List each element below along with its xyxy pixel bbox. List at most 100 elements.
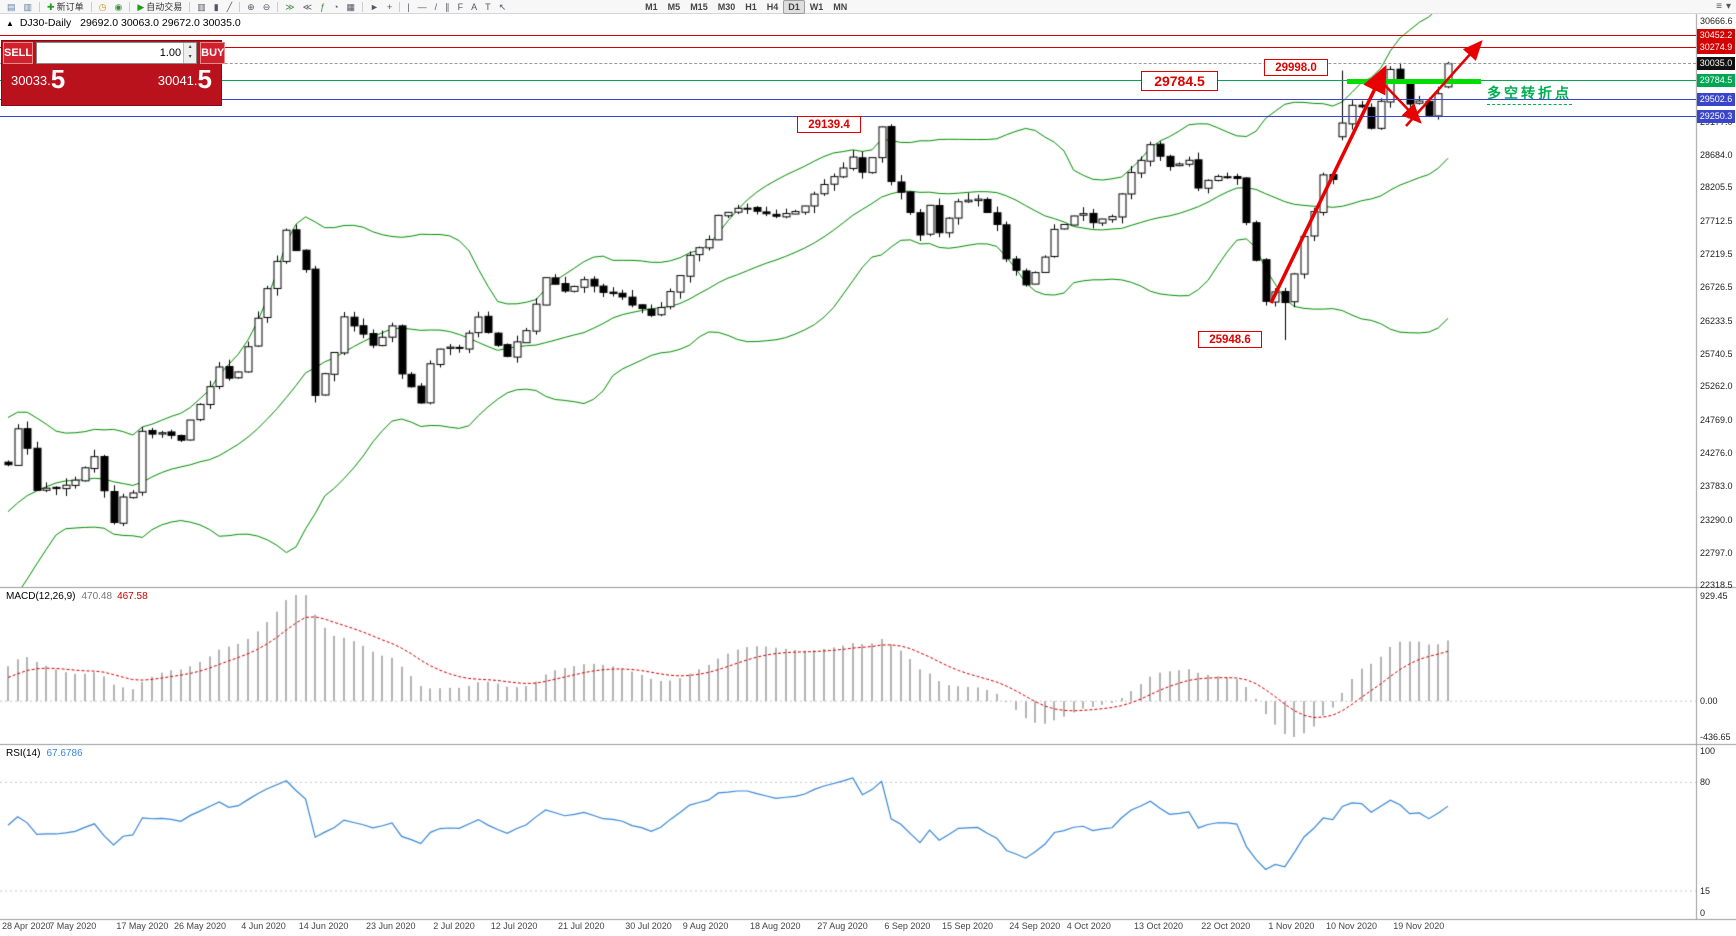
collapse-triangle-icon[interactable]: ▲ xyxy=(6,19,14,28)
cursor-button[interactable]: ► xyxy=(366,0,383,14)
timeframe-w1-button[interactable]: W1 xyxy=(809,1,824,12)
timeframe-m15-button[interactable]: M15 xyxy=(690,1,708,12)
timeframe-m30-button[interactable]: M30 xyxy=(717,1,736,12)
bar-chart-button[interactable]: ▥ xyxy=(193,0,210,14)
price-axis-label: 27219.5 xyxy=(1700,249,1733,260)
date-label: 4 Jun 2020 xyxy=(241,921,286,931)
new-order-icon: ✚ xyxy=(47,1,55,12)
line-chart-button[interactable]: ╱ xyxy=(223,0,236,14)
zoom-out-button[interactable]: ⊖ xyxy=(259,0,275,14)
new-order-button[interactable]: ✚ 新订单 xyxy=(43,0,88,14)
channel-button[interactable]: ∥ xyxy=(441,0,454,14)
date-label: 17 May 2020 xyxy=(116,921,169,931)
auto-trading-button[interactable]: ▶ 自动交易 xyxy=(133,0,186,14)
date-label: 9 Aug 2020 xyxy=(682,921,729,931)
buy-button[interactable]: BUY xyxy=(200,42,226,64)
date-label: 22 Oct 2020 xyxy=(1201,921,1251,931)
periods-icon: ◔ xyxy=(333,1,339,12)
arrows-icon: ↖ xyxy=(498,1,507,12)
price-badge-30274.9: 30274.9 xyxy=(1697,40,1735,54)
date-label: 26 May 2020 xyxy=(174,921,227,931)
text-button[interactable]: A xyxy=(467,0,481,14)
new-chart-icon: ▤ xyxy=(7,1,16,12)
volume-stepper: ▴ ▾ xyxy=(36,42,198,64)
window-list-icon[interactable]: ≡ xyxy=(1716,1,1722,12)
auto-trading-button-label: 自动交易 xyxy=(146,2,183,12)
templates-icon: ▦ xyxy=(346,1,356,12)
trendline-icon: / xyxy=(434,1,438,12)
volume-input[interactable] xyxy=(37,43,184,63)
one-click-trading-panel: SELL ▴ ▾ BUY 30033.5 30041.5 xyxy=(2,41,226,105)
horizontal-line-button[interactable]: — xyxy=(414,0,431,14)
volume-up-button[interactable]: ▴ xyxy=(184,43,197,53)
label-button[interactable]: T xyxy=(481,0,495,14)
vertical-line-button[interactable]: | xyxy=(403,0,413,14)
turning-point-label[interactable]: 多空转折点 xyxy=(1487,83,1572,105)
date-label: 28 Apr 2020 xyxy=(2,921,51,931)
date-label: 6 Sep 2020 xyxy=(884,921,931,931)
new-chart-button[interactable]: ▤ xyxy=(3,0,20,14)
timeframe-h4-button[interactable]: H4 xyxy=(766,1,779,12)
toolbar-separator xyxy=(362,1,364,12)
price-badge-29250.3: 29250.3 xyxy=(1697,110,1735,124)
crosshair-button[interactable]: + xyxy=(383,0,396,14)
global-search-button[interactable]: ◉ xyxy=(110,0,126,14)
fibonacci-button[interactable]: F xyxy=(454,0,468,14)
arrows-button[interactable]: ↖ xyxy=(495,0,511,14)
timeframe-mn-button[interactable]: MN xyxy=(833,1,848,12)
toolbar-separator xyxy=(189,1,191,12)
zoom-in-button[interactable]: ⊕ xyxy=(243,0,259,14)
macd-label: MACD(12,26,9) 470.48 467.58 xyxy=(6,591,148,602)
price-annotation-box[interactable]: 25948.6 xyxy=(1198,331,1262,348)
zoom-in-icon: ⊕ xyxy=(247,1,255,12)
vertical-line-icon: | xyxy=(407,1,410,12)
label-icon: T xyxy=(485,1,491,12)
rsi-axis-label: 15 xyxy=(1700,885,1711,896)
price-badge-29502.6: 29502.6 xyxy=(1697,93,1735,107)
price-annotation-box[interactable]: 29784.5 xyxy=(1141,71,1218,91)
price-annotation-box[interactable]: 29139.4 xyxy=(797,116,861,133)
price-badge-30452.2: 30452.2 xyxy=(1697,28,1735,42)
date-label: 15 Sep 2020 xyxy=(942,921,994,931)
rsi-label: RSI(14) 67.6786 xyxy=(6,748,83,759)
candlestick-chart-button[interactable]: ▮ xyxy=(210,0,223,14)
date-label: 10 Nov 2020 xyxy=(1326,921,1378,931)
price-axis-label: 23290.0 xyxy=(1700,514,1733,525)
new-order-button-label: 新订单 xyxy=(56,2,84,12)
indicators-button[interactable]: ƒ xyxy=(316,0,329,14)
date-label: 2 Jul 2020 xyxy=(433,921,475,931)
price-axis-label: 27712.5 xyxy=(1700,215,1733,226)
auto-scroll-button[interactable]: ≫ xyxy=(281,0,298,14)
history-center-button[interactable]: ◷ xyxy=(95,0,111,14)
candlestick-chart-icon: ▮ xyxy=(213,1,219,12)
timeframe-group: M1 M5 M15 M30 H1 H4 D1 W1 MN xyxy=(640,0,852,14)
crosshair-icon: + xyxy=(386,1,393,12)
price-axis-label: 24276.0 xyxy=(1700,448,1733,458)
history-center-icon: ◷ xyxy=(98,1,107,12)
timeframe-m1-button[interactable]: M1 xyxy=(645,1,658,12)
chart-title: ▲ DJ30-Daily 29692.0 30063.0 29672.0 300… xyxy=(6,17,241,29)
timeframe-m5-button[interactable]: M5 xyxy=(667,1,681,12)
price-axis-label: 28205.5 xyxy=(1700,182,1733,193)
more-icon[interactable]: ▾ xyxy=(1725,1,1731,12)
sell-button[interactable]: SELL xyxy=(3,42,34,64)
templates-button[interactable]: ▦ xyxy=(343,0,360,14)
chart-shift-button[interactable]: ≪ xyxy=(299,0,316,14)
profiles-button[interactable]: ▥ xyxy=(20,0,37,14)
date-label: 30 Jul 2020 xyxy=(625,921,672,931)
volume-down-button[interactable]: ▾ xyxy=(184,53,197,63)
timeframe-d1-button[interactable]: D1 xyxy=(783,0,805,14)
chart-ohlc-values: 29692.0 30063.0 29672.0 30035.0 xyxy=(80,17,241,29)
rsi-axis-label: 100 xyxy=(1700,746,1716,756)
timeframe-h1-button[interactable]: H1 xyxy=(745,1,757,12)
date-label: 23 Jun 2020 xyxy=(366,921,416,931)
price-annotation-box[interactable]: 29998.0 xyxy=(1264,59,1328,76)
periods-button[interactable]: ◔ xyxy=(329,0,342,14)
macd-axis-label: 929.45 xyxy=(1700,591,1728,601)
support-segment[interactable] xyxy=(1347,78,1481,84)
auto-scroll-icon: ≫ xyxy=(285,1,295,12)
date-label: 4 Oct 2020 xyxy=(1066,921,1111,931)
trendline-button[interactable]: / xyxy=(431,0,442,14)
chart-symbol-period: DJ30-Daily xyxy=(19,17,72,29)
